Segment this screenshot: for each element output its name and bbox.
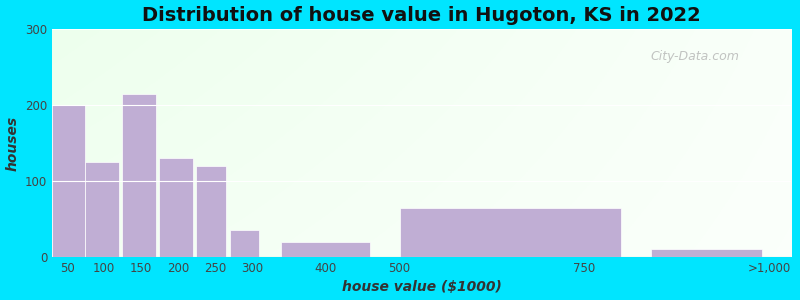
Bar [282,242,370,257]
Bar [52,105,86,257]
X-axis label: house value ($1000): house value ($1000) [342,280,502,294]
Y-axis label: houses: houses [6,116,19,170]
Bar [122,94,156,257]
Title: Distribution of house value in Hugoton, KS in 2022: Distribution of house value in Hugoton, … [142,6,701,25]
Bar [159,158,193,257]
Bar [400,208,622,257]
Bar [86,162,118,257]
Text: City-Data.com: City-Data.com [651,50,740,63]
Bar [651,249,762,257]
Bar [230,230,259,257]
Bar [196,166,226,257]
